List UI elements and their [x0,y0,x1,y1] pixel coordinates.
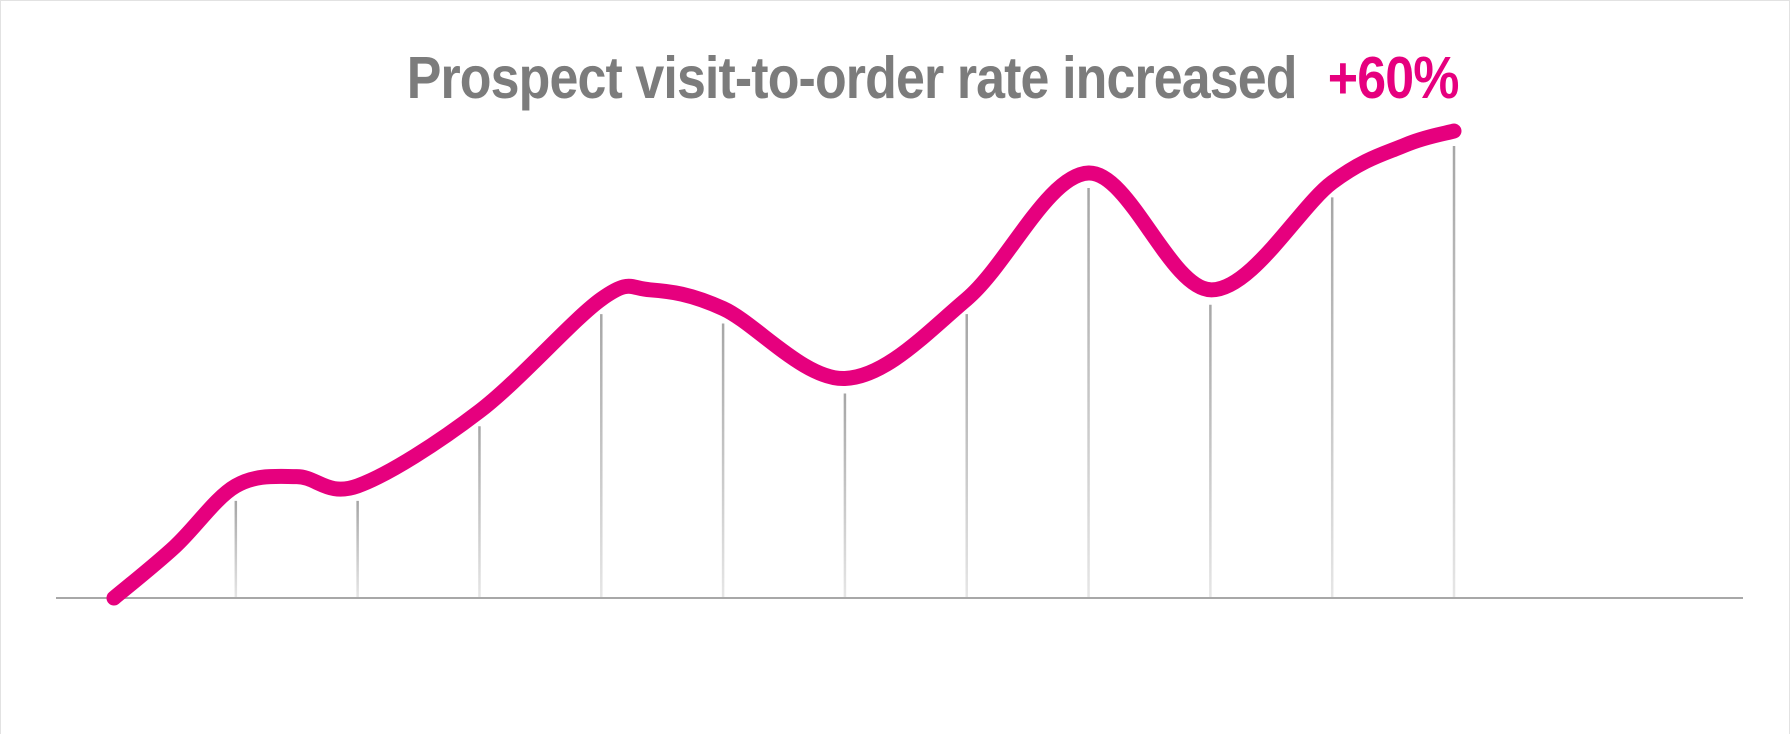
chart-title-highlight: +60% [1328,45,1460,111]
chart-title: Prospect visit-to-order rate increased +… [1,49,1789,108]
chart-title-text: Prospect visit-to-order rate increased [407,45,1298,111]
trend-line [106,123,1462,606]
chart-title-inner: Prospect visit-to-order rate increased +… [407,49,1460,108]
